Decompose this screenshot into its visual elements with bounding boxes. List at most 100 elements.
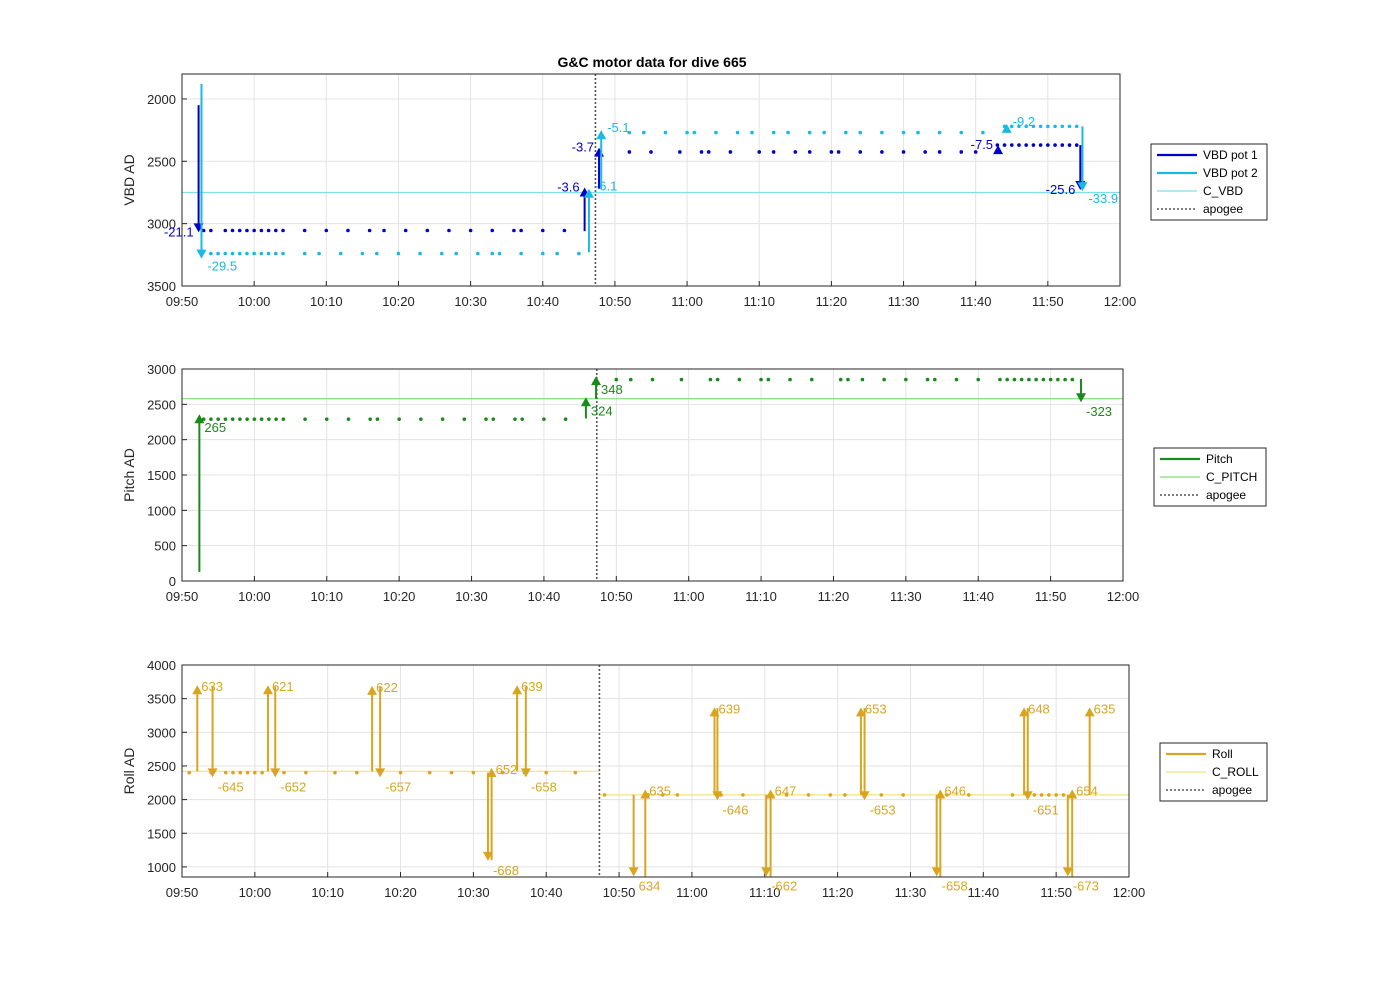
event-label: -3.7 bbox=[572, 140, 594, 155]
data-point bbox=[418, 251, 422, 256]
event-arrow-head bbox=[855, 707, 866, 717]
event-label: -653 bbox=[870, 802, 896, 817]
y-tick-label: 1000 bbox=[147, 503, 176, 518]
event-label: 646 bbox=[944, 784, 966, 799]
data-point bbox=[491, 417, 496, 421]
event-arrow bbox=[1001, 123, 1012, 133]
event-arrow-head bbox=[1077, 182, 1088, 192]
data-point bbox=[1056, 377, 1060, 382]
event-label: -645 bbox=[218, 779, 244, 794]
data-point bbox=[1053, 143, 1057, 147]
legend-box bbox=[1150, 143, 1268, 221]
data-point bbox=[274, 251, 278, 256]
data-point bbox=[302, 251, 307, 256]
y-axis-label: Roll AD bbox=[121, 748, 137, 795]
event-arrow-head bbox=[1001, 123, 1012, 133]
event-arrow-head bbox=[628, 867, 639, 877]
data-point bbox=[555, 251, 559, 256]
event-arrow-head bbox=[591, 376, 602, 386]
event-label: 647 bbox=[775, 784, 797, 799]
data-point bbox=[260, 770, 264, 775]
data-point bbox=[1060, 143, 1065, 147]
x-tick-label: 11:40 bbox=[962, 589, 994, 604]
data-point bbox=[880, 130, 884, 135]
data-point bbox=[513, 417, 517, 421]
data-point bbox=[266, 228, 271, 233]
data-point bbox=[649, 150, 653, 154]
x-tick-label: 11:10 bbox=[745, 589, 777, 604]
data-point bbox=[281, 228, 285, 233]
event-arrow bbox=[855, 707, 866, 795]
data-point bbox=[519, 228, 523, 233]
y-tick-label: 2500 bbox=[147, 397, 176, 412]
data-point bbox=[252, 417, 257, 421]
data-point bbox=[396, 251, 401, 256]
event-label: 639 bbox=[719, 701, 741, 716]
data-point bbox=[281, 251, 285, 256]
event-label: -25.6 bbox=[1046, 182, 1076, 197]
data-point bbox=[1009, 143, 1014, 147]
x-tick-label: 11:00 bbox=[673, 589, 705, 604]
x-tick-label: 10:20 bbox=[382, 294, 415, 309]
data-point bbox=[678, 150, 682, 154]
data-point bbox=[439, 251, 444, 256]
data-point bbox=[846, 377, 850, 382]
y-tick-label: 3000 bbox=[147, 362, 176, 377]
data-point bbox=[806, 793, 811, 797]
data-point bbox=[223, 251, 228, 256]
data-point bbox=[1038, 124, 1043, 129]
data-point bbox=[201, 417, 206, 421]
legend-label: C_PITCH bbox=[1206, 470, 1257, 484]
event-arrow bbox=[583, 188, 594, 253]
event-arrow bbox=[375, 686, 386, 778]
data-point bbox=[368, 417, 373, 421]
data-point bbox=[462, 417, 467, 421]
event-arrow bbox=[761, 794, 772, 877]
data-point bbox=[338, 251, 343, 256]
event-label: -668 bbox=[493, 863, 519, 878]
data-point bbox=[375, 251, 379, 256]
data-point bbox=[1067, 124, 1072, 129]
event-arrow-head bbox=[761, 867, 772, 877]
data-point bbox=[447, 228, 451, 233]
chart-panel-vbd: 09:50 10:00 10:10 10:20 10:30 10:40 10:50 11:00… bbox=[121, 73, 1268, 309]
x-tick-label: 09:50 bbox=[166, 589, 199, 604]
x-tick-label: 09:50 bbox=[166, 885, 199, 900]
data-point bbox=[577, 251, 581, 256]
data-point bbox=[945, 793, 949, 797]
x-tick-label: 10:00 bbox=[239, 885, 272, 900]
chart-panel-pitch: 09:50 10:00 10:10 10:20 10:30 10:40 10:50 11:00… bbox=[121, 362, 1267, 604]
data-point bbox=[714, 130, 718, 135]
data-point bbox=[602, 793, 607, 797]
data-point bbox=[519, 251, 523, 256]
event-arrow bbox=[207, 686, 218, 778]
event-arrow bbox=[591, 376, 602, 399]
data-point bbox=[879, 793, 884, 797]
event-label: -673 bbox=[1073, 878, 1099, 893]
event-arrow bbox=[520, 686, 531, 778]
x-tick-label: 10:40 bbox=[528, 589, 561, 604]
event-arrow bbox=[580, 397, 591, 419]
event-arrow bbox=[196, 83, 207, 259]
legend-label: Pitch bbox=[1206, 452, 1233, 466]
y-tick-label: 3500 bbox=[147, 692, 176, 707]
x-tick-label: 11:30 bbox=[888, 294, 920, 309]
event-arrow bbox=[1062, 794, 1073, 877]
event-arrow-head bbox=[712, 791, 723, 801]
x-tick-label: 11:20 bbox=[822, 885, 854, 900]
data-point bbox=[1009, 124, 1014, 129]
data-point bbox=[901, 793, 905, 797]
event-arrow-head bbox=[1067, 789, 1078, 799]
data-point bbox=[490, 228, 495, 233]
data-point bbox=[844, 130, 848, 135]
event-arrow bbox=[1022, 708, 1033, 801]
y-axis-label: Pitch AD bbox=[121, 448, 137, 502]
data-point bbox=[628, 377, 633, 382]
data-point bbox=[937, 150, 942, 154]
x-tick-label: 10:10 bbox=[310, 294, 343, 309]
data-point bbox=[1024, 124, 1028, 129]
event-label: -3.6 bbox=[557, 179, 579, 194]
event-arrow-head bbox=[1084, 707, 1095, 717]
